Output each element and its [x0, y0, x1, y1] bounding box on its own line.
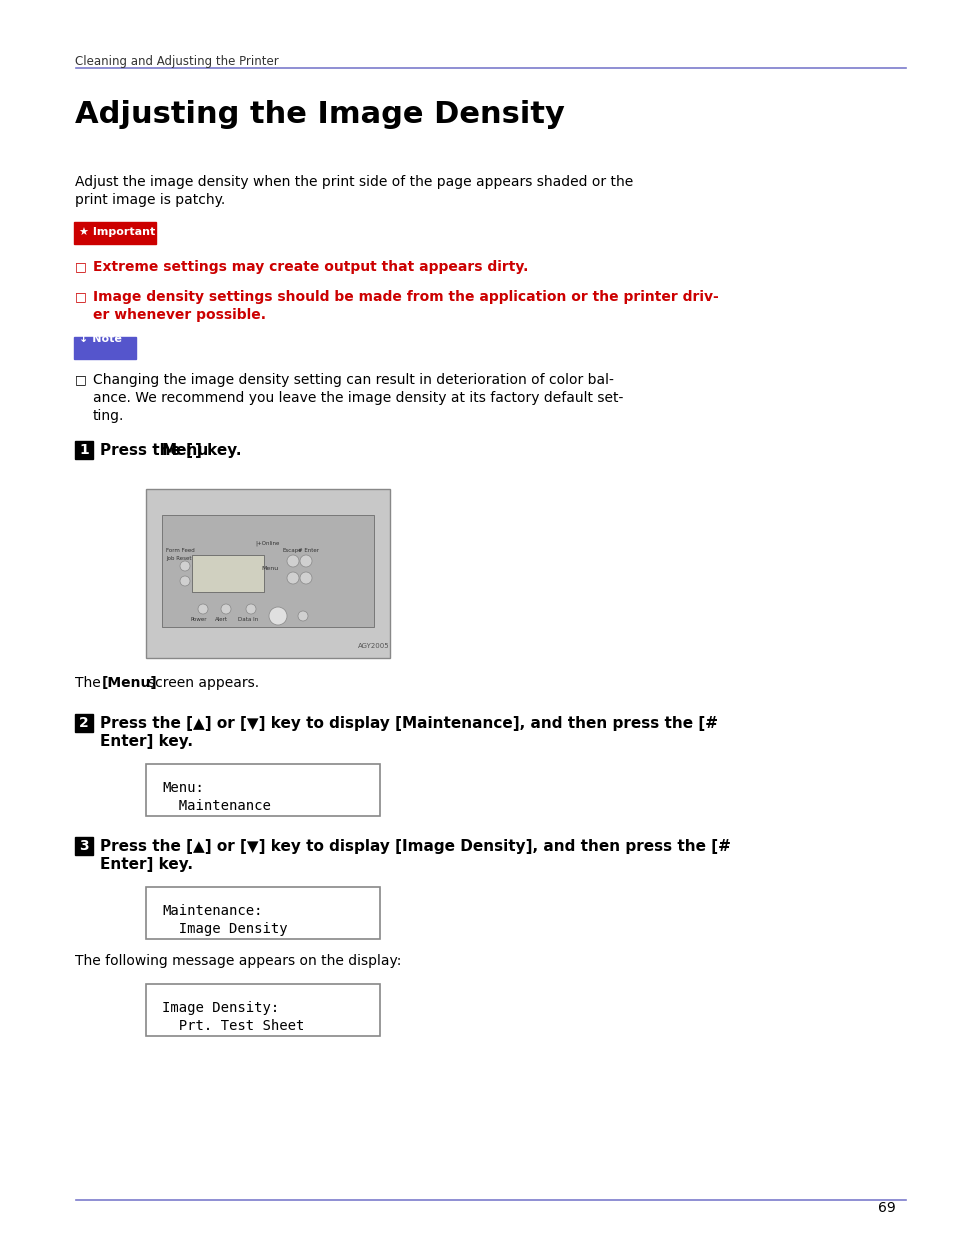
Text: Extreme settings may create output that appears dirty.: Extreme settings may create output that … [92, 261, 528, 274]
Text: □: □ [75, 261, 87, 273]
FancyBboxPatch shape [192, 555, 264, 592]
Circle shape [180, 561, 190, 571]
FancyBboxPatch shape [146, 887, 379, 939]
FancyBboxPatch shape [75, 837, 92, 855]
Circle shape [297, 611, 308, 621]
Circle shape [246, 604, 255, 614]
Text: Maintenance:: Maintenance: [162, 904, 262, 918]
Text: Press the [▲] or [▼] key to display [Image Density], and then press the [#: Press the [▲] or [▼] key to display [Ima… [100, 839, 730, 853]
FancyBboxPatch shape [74, 337, 136, 359]
Text: Menu:: Menu: [162, 781, 204, 795]
Text: □: □ [75, 373, 87, 387]
Text: Adjusting the Image Density: Adjusting the Image Density [75, 100, 564, 128]
Text: AGY2005: AGY2005 [357, 643, 389, 650]
Text: screen appears.: screen appears. [148, 676, 259, 690]
Text: Image density settings should be made from the application or the printer driv-: Image density settings should be made fr… [92, 290, 718, 304]
Text: ] key.: ] key. [194, 443, 241, 458]
Text: Adjust the image density when the print side of the page appears shaded or the: Adjust the image density when the print … [75, 175, 633, 189]
Circle shape [299, 555, 312, 567]
Text: Changing the image density setting can result in deterioration of color bal-: Changing the image density setting can r… [92, 373, 613, 387]
Circle shape [269, 606, 287, 625]
Circle shape [287, 555, 298, 567]
Text: Power: Power [191, 618, 208, 622]
Text: Enter] key.: Enter] key. [100, 857, 193, 872]
Text: ance. We recommend you leave the image density at its factory default set-: ance. We recommend you leave the image d… [92, 391, 622, 405]
Text: Maintenance: Maintenance [162, 799, 271, 813]
Text: 3: 3 [79, 839, 89, 853]
Circle shape [180, 576, 190, 585]
Text: |+Online: |+Online [254, 540, 279, 546]
FancyBboxPatch shape [74, 222, 156, 245]
Text: ★ Important: ★ Important [79, 227, 155, 237]
Text: ting.: ting. [92, 409, 124, 424]
Text: Image Density:: Image Density: [162, 1002, 279, 1015]
Text: Form Feed: Form Feed [166, 548, 194, 553]
Text: Menu: Menu [261, 566, 278, 571]
Text: Prt. Test Sheet: Prt. Test Sheet [162, 1019, 304, 1032]
FancyBboxPatch shape [146, 489, 390, 658]
Text: [Menu]: [Menu] [102, 676, 157, 690]
Text: Enter] key.: Enter] key. [100, 734, 193, 748]
Circle shape [221, 604, 231, 614]
FancyBboxPatch shape [146, 984, 379, 1036]
FancyBboxPatch shape [162, 515, 374, 627]
Text: ↓ Note: ↓ Note [79, 333, 122, 345]
Text: print image is patchy.: print image is patchy. [75, 193, 225, 207]
Text: Press the [: Press the [ [100, 443, 193, 458]
Text: 2: 2 [79, 716, 89, 730]
FancyBboxPatch shape [75, 714, 92, 732]
Text: Data In: Data In [237, 618, 258, 622]
Text: Job Reset: Job Reset [166, 556, 192, 561]
Text: Press the [▲] or [▼] key to display [Maintenance], and then press the [#: Press the [▲] or [▼] key to display [Mai… [100, 716, 718, 731]
Text: 1: 1 [79, 443, 89, 457]
Text: Cleaning and Adjusting the Printer: Cleaning and Adjusting the Printer [75, 56, 278, 68]
Text: Escape: Escape [283, 548, 302, 553]
Circle shape [198, 604, 208, 614]
Circle shape [287, 572, 298, 584]
Text: # Enter: # Enter [297, 548, 318, 553]
Text: The following message appears on the display:: The following message appears on the dis… [75, 953, 401, 968]
Text: Menu: Menu [162, 443, 209, 458]
Text: Alert: Alert [214, 618, 228, 622]
Text: er whenever possible.: er whenever possible. [92, 308, 266, 322]
Text: The: The [75, 676, 105, 690]
Text: 69: 69 [877, 1200, 895, 1215]
Text: □: □ [75, 290, 87, 303]
Text: Image Density: Image Density [162, 923, 287, 936]
FancyBboxPatch shape [146, 764, 379, 816]
Circle shape [299, 572, 312, 584]
FancyBboxPatch shape [75, 441, 92, 459]
